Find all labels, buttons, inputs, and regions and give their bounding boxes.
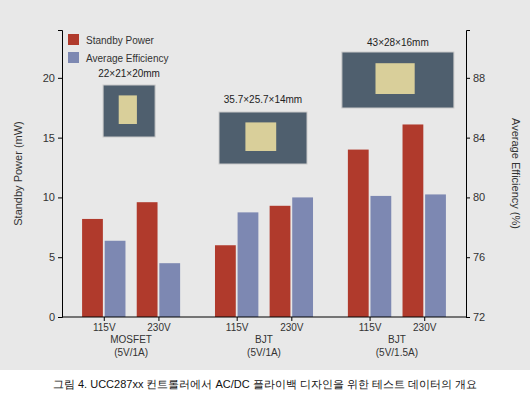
x-tick-mark (424, 317, 425, 321)
y2-tick: 84 (466, 132, 485, 144)
chart-container: 22×21×20mm 35.7×25.7×14mm 43×28×16mm 0 5 10 15… (0, 0, 530, 397)
y2-tick-label: 76 (473, 251, 485, 263)
bar (292, 197, 313, 317)
bar (348, 150, 369, 317)
x-tick-mark (158, 317, 159, 321)
bar (105, 241, 126, 317)
y2-tick-label: 84 (473, 132, 485, 144)
y2-axis-title: Average Efficiency (%) (510, 118, 522, 229)
caption: 그림 4. UCC287xx 컨트롤러에서 AC/DC 플라이백 디자인을 위한… (53, 378, 477, 390)
x-axis-line (62, 317, 466, 318)
x-tick-mark (370, 317, 371, 321)
y2-tick-mark (466, 317, 470, 318)
y-tick-label: 0 (49, 311, 55, 323)
x-tick: 115V (226, 317, 249, 333)
x-tick-mark (237, 317, 238, 321)
y2-axis: 72 76 80 84 88 (466, 31, 485, 324)
y-tick-mark (58, 78, 62, 79)
x-tick-label: 230V (147, 322, 171, 333)
product-photo-detail (119, 95, 137, 124)
y2-tick: 76 (466, 251, 485, 263)
legend-label: Average Efficiency (86, 53, 168, 64)
bar (82, 219, 103, 317)
legend: Standby Power Average Efficiency (68, 34, 168, 64)
bar (137, 202, 158, 317)
y-tick: 0 (49, 311, 62, 323)
bar (425, 194, 446, 317)
group-label: MOSFET (5V/1A) (110, 334, 152, 358)
bar (370, 196, 391, 317)
x-tick-label: 115V (226, 322, 249, 333)
group-label: BJT (5V/1A) (247, 334, 281, 358)
product-photo (219, 112, 307, 164)
legend-swatch (68, 34, 79, 45)
x-tick: 230V (280, 317, 304, 333)
group-label-line: (5V/1.5A) (376, 347, 418, 358)
bar (270, 206, 291, 317)
group-label-line: BJT (255, 334, 273, 345)
bar (159, 263, 180, 317)
y-axis: 0 5 10 15 20 (43, 31, 63, 324)
x-tick-mark (104, 317, 105, 321)
size-annotation: 35.7×25.7×14mm (224, 94, 302, 105)
y-tick-label: 10 (43, 191, 55, 203)
chart-svg: 22×21×20mm 35.7×25.7×14mm 43×28×16mm 0 5 10 15… (0, 0, 530, 397)
x-tick: 230V (147, 317, 171, 333)
y-tick-label: 5 (49, 251, 55, 263)
bar (238, 212, 259, 317)
y-tick: 10 (43, 191, 62, 203)
y-tick-mark (58, 317, 62, 318)
product-photo (103, 85, 155, 137)
group-label-line: BJT (388, 334, 406, 345)
group-label-line: (5V/1A) (247, 347, 281, 358)
legend-label: Standby Power (86, 35, 154, 46)
product-photo-detail (245, 122, 276, 151)
y-tick-mark (58, 257, 62, 258)
y2-tick: 88 (466, 72, 485, 84)
x-tick: 230V (413, 317, 437, 333)
group-label-line: MOSFET (110, 334, 152, 345)
x-tick-label: 230V (413, 322, 437, 333)
group-label: BJT (5V/1.5A) (376, 334, 418, 358)
y-tick-mark (58, 138, 62, 139)
y2-tick-mark (466, 257, 470, 258)
group-label-line: (5V/1A) (114, 347, 148, 358)
y-tick: 15 (43, 132, 62, 144)
y-tick: 5 (49, 251, 62, 263)
x-tick-label: 115V (359, 322, 382, 333)
y2-tick: 72 (466, 311, 485, 323)
y-axis-title: Standby Power (mW) (12, 121, 24, 226)
y2-tick-mark (466, 78, 470, 79)
legend-swatch (68, 52, 79, 63)
y2-tick-label: 72 (473, 311, 485, 323)
product-photo-detail (375, 63, 414, 94)
y2-tick-mark (466, 197, 470, 198)
x-tick-label: 115V (93, 322, 116, 333)
x-tick: 115V (93, 317, 116, 333)
y2-tick: 80 (466, 191, 485, 203)
x-tick-label: 230V (280, 322, 304, 333)
background (0, 0, 530, 370)
bar (215, 245, 236, 317)
bar (403, 124, 424, 317)
x-axis: 115V 230V 115V 230V 115V 230V (93, 317, 437, 333)
y-tick-mark (58, 197, 62, 198)
y-tick-label: 15 (43, 132, 55, 144)
y2-axis-line (467, 31, 471, 318)
bars (82, 124, 446, 317)
y2-tick-label: 88 (473, 72, 485, 84)
x-tick-mark (291, 317, 292, 321)
y2-tick-label: 80 (473, 191, 485, 203)
y-tick: 20 (43, 72, 62, 84)
y-tick-label: 20 (43, 72, 55, 84)
y2-tick-mark (466, 138, 470, 139)
size-annotation: 22×21×20mm (98, 68, 160, 79)
y-axis-line (58, 31, 63, 318)
size-annotation: 43×28×16mm (367, 37, 429, 48)
product-photo (342, 52, 454, 108)
x-tick: 115V (359, 317, 382, 333)
